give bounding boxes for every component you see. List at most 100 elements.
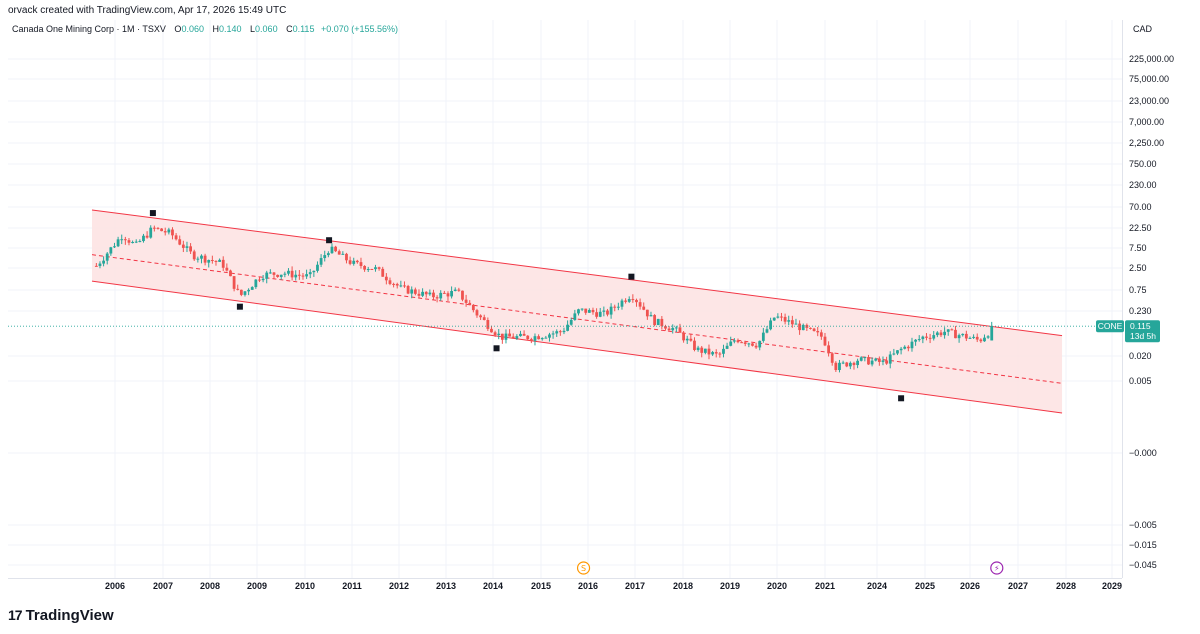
candle-body — [899, 348, 903, 351]
candle-body — [352, 260, 356, 264]
candle-body — [475, 310, 479, 316]
event-markers: S ⚡ — [576, 561, 1004, 575]
candle-body — [769, 320, 772, 330]
candle-body — [674, 327, 678, 329]
candle-body — [359, 262, 363, 267]
candle-body — [642, 306, 646, 310]
candle-body — [392, 283, 395, 285]
candle-body — [381, 268, 385, 277]
candle-body — [134, 241, 138, 243]
candle-body — [645, 309, 649, 317]
candle-body — [450, 290, 453, 297]
candle-body — [653, 315, 656, 326]
created-by-text: orvack created with TradingView.com, Apr… — [8, 5, 287, 16]
candle-body — [453, 289, 457, 291]
candle-body — [189, 246, 192, 252]
candle-body — [316, 264, 319, 271]
candle-body — [413, 289, 417, 294]
candle-body — [867, 357, 870, 365]
candle-body — [403, 285, 406, 287]
price-tag-value: 0.115 — [1130, 321, 1151, 331]
tradingview-logo[interactable]: 17 TradingView — [8, 604, 114, 626]
candle-body — [703, 348, 707, 353]
candle-body — [116, 239, 120, 247]
candle-body — [94, 265, 98, 267]
symbol-legend[interactable]: Canada One Mining Corp · 1M · TSXV O0.06… — [12, 24, 398, 34]
candle-body — [569, 319, 573, 325]
candle-body — [123, 239, 127, 241]
x-tick-label: 2029 — [1102, 581, 1122, 591]
high-value: 0.140 — [218, 24, 242, 34]
candle-body — [120, 239, 124, 241]
time-axis: 2006 2007 2008 2009 2010 2011 2012 2013 2014 2015… — [8, 578, 1122, 591]
candle-body — [522, 333, 526, 336]
candle-body — [809, 327, 812, 329]
candle-body — [863, 357, 867, 359]
candle-body — [160, 228, 163, 232]
y-tick-label: 0.75 — [1129, 285, 1147, 295]
candle-body — [319, 258, 323, 265]
candle-body — [308, 272, 312, 275]
candle-body — [268, 272, 272, 274]
y-tick-label: −0.000 — [1129, 448, 1157, 458]
x-tick-label: 2011 — [342, 581, 362, 591]
candle-body — [279, 274, 283, 277]
candle-body — [566, 324, 569, 331]
candle-body — [740, 342, 743, 344]
candle-body — [207, 259, 211, 263]
candle-body — [504, 333, 508, 340]
candle-body — [667, 328, 671, 331]
channel-lower-line — [91, 280, 1063, 414]
channel-fill — [92, 210, 1063, 413]
pivot-marker — [236, 303, 243, 310]
candle-body — [595, 312, 598, 317]
candle-body — [529, 339, 533, 341]
candle-body — [471, 304, 475, 311]
candle-body — [906, 346, 910, 349]
candle-body — [798, 323, 801, 331]
candle-body — [250, 287, 254, 290]
candle-body — [181, 244, 185, 248]
candle-body — [776, 316, 780, 318]
candle-body — [341, 253, 345, 255]
candle-body — [417, 293, 421, 296]
candle-body — [142, 235, 145, 242]
price-tag — [1125, 320, 1160, 343]
candle-body — [370, 268, 374, 270]
candle-body — [682, 332, 685, 341]
candle-body — [783, 316, 787, 322]
x-tick-label: 2021 — [815, 581, 835, 591]
candle-body — [877, 358, 881, 362]
candle-body — [747, 343, 751, 345]
candle-body — [152, 227, 156, 229]
y-tick-label: −0.045 — [1129, 560, 1157, 570]
candle-body — [421, 291, 424, 296]
tradingview-logo-text: TradingView — [25, 606, 114, 624]
candle-body — [990, 326, 994, 341]
candle-body — [102, 260, 105, 264]
candle-body — [732, 340, 736, 342]
candle-body — [598, 311, 602, 317]
x-tick-label: 2006 — [105, 581, 125, 591]
candle-body — [685, 338, 689, 341]
candle-body — [986, 336, 990, 338]
candle-body — [486, 320, 490, 329]
candle-body — [297, 274, 301, 276]
y-tick-label: 7,000.00 — [1129, 117, 1164, 127]
candle-body — [591, 309, 595, 313]
pivot-marker — [493, 345, 500, 352]
candle-body — [540, 338, 544, 340]
candle-body — [562, 330, 566, 333]
candle-body — [243, 291, 247, 295]
candle-body — [921, 336, 925, 340]
candle-body — [725, 345, 729, 349]
candle-body — [972, 336, 975, 338]
candle-body — [424, 291, 428, 295]
candle-body — [656, 318, 660, 326]
candle-body — [236, 288, 240, 290]
candle-body — [515, 336, 519, 339]
candle-body — [888, 354, 892, 364]
candle-body — [457, 289, 461, 291]
candle-body — [761, 332, 765, 341]
